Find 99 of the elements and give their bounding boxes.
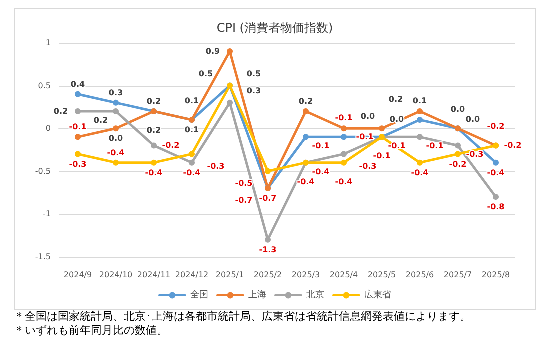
text: ＊いずれも前年同月比の数値。 xyxy=(14,324,169,338)
y-tick-label: 0.5 xyxy=(38,81,51,90)
data-label: -0.2 xyxy=(504,141,522,150)
data-label: 0.9 xyxy=(206,47,221,56)
data-label: -0.1 xyxy=(69,122,88,132)
x-tick-label: 2025/5 xyxy=(368,270,396,280)
data-label: -0.4 xyxy=(183,168,202,178)
x-tick-label: 2025/3 xyxy=(292,270,320,280)
x-tick-label: 2025/6 xyxy=(406,270,434,280)
x-tick-label: 2024/12 xyxy=(175,270,209,280)
data-label: 0.2 xyxy=(146,126,162,135)
point xyxy=(227,100,233,106)
x-tick-label: 2025/7 xyxy=(444,270,472,280)
data-label: -0.4 xyxy=(145,168,164,178)
point xyxy=(417,108,423,114)
point xyxy=(151,160,157,166)
y-tick-label: -1 xyxy=(43,210,51,219)
data-label: 0.2 xyxy=(94,116,108,125)
data-label: 0.5 xyxy=(246,69,262,78)
point xyxy=(303,108,309,114)
data-label: -0.2 xyxy=(162,141,180,150)
data-label: -0.3 xyxy=(359,162,377,171)
data-label: -0.1 xyxy=(373,152,392,161)
legend-label: 北京 xyxy=(306,290,324,300)
x-tick-label: 2025/2 xyxy=(254,270,282,280)
point xyxy=(303,134,309,140)
x-tick-label: 2024/11 xyxy=(137,270,171,280)
data-label: 0.0 xyxy=(108,134,124,144)
data-label: 0.3 xyxy=(108,88,124,98)
data-label: -0.4 xyxy=(487,168,506,178)
point xyxy=(417,134,423,140)
x-tick-label: 2025/4 xyxy=(330,270,358,280)
data-label: -0.3 xyxy=(466,150,484,159)
data-label: 0.1 xyxy=(184,96,200,106)
data-label: -0.1 xyxy=(335,114,354,123)
point xyxy=(341,151,347,158)
point xyxy=(113,108,119,114)
point xyxy=(417,160,423,166)
legend-label: 上海 xyxy=(248,290,266,300)
y-tick-label: 1 xyxy=(46,38,51,48)
data-label: 0.2 xyxy=(298,96,314,106)
point xyxy=(75,91,81,98)
point xyxy=(113,160,119,166)
data-label: 0.5 xyxy=(198,69,214,78)
data-label: -0.1 xyxy=(312,142,330,151)
x-tick-label: 2025/1 xyxy=(216,270,244,280)
data-label: -0.5 xyxy=(235,178,254,188)
point xyxy=(75,134,81,140)
point xyxy=(75,151,81,158)
data-label: 0.4 xyxy=(70,80,86,89)
point xyxy=(151,142,157,149)
point xyxy=(75,108,81,114)
data-label: 0.2 xyxy=(146,96,162,106)
point xyxy=(493,160,499,166)
x-tick-label: 2024/10 xyxy=(99,270,133,280)
data-label: -0.7 xyxy=(259,194,277,204)
chart-title: CPI (消費者物価指数) xyxy=(216,21,334,35)
data-label: -0.1 xyxy=(426,142,444,151)
legend-label: 全国 xyxy=(190,290,208,300)
data-label: -0.2 xyxy=(487,122,505,132)
data-label: -0.3 xyxy=(69,160,87,169)
text: ＊全国は国家統計局、北京･上海は各都市統計局、広東省は省統計信息網発表値によります。 xyxy=(14,310,472,324)
point xyxy=(493,194,499,200)
data-label: -0.4 xyxy=(335,177,354,186)
point xyxy=(455,142,461,149)
point xyxy=(189,160,195,166)
x-tick-label: 2025/8 xyxy=(482,270,510,280)
data-label: 0.0 xyxy=(466,115,481,124)
x-tick-label: 2024/9 xyxy=(64,270,92,280)
data-label: -0.2 xyxy=(449,160,467,170)
point xyxy=(113,126,119,132)
point xyxy=(417,117,423,124)
data-label: 0.1 xyxy=(184,126,200,135)
point xyxy=(341,134,347,140)
y-tick-label: 0 xyxy=(46,124,51,134)
data-label: 0.0 xyxy=(360,112,376,122)
data-label: -0.4 xyxy=(297,177,316,186)
point xyxy=(113,100,119,106)
data-label: -0.3 xyxy=(207,162,225,171)
data-label: -0.7 xyxy=(235,196,253,206)
data-label: 0.2 xyxy=(388,94,404,104)
point xyxy=(341,126,347,132)
point xyxy=(189,151,195,158)
data-label: 0.2 xyxy=(54,106,68,116)
y-tick-label: -0.5 xyxy=(35,166,51,176)
data-label: -0.8 xyxy=(487,202,506,212)
legend-label: 広東省 xyxy=(364,290,392,300)
data-label: -1.3 xyxy=(259,245,277,254)
data-label: 0.1 xyxy=(412,96,428,106)
data-label: -0.4 xyxy=(107,148,126,158)
data-label: 0.0 xyxy=(450,105,466,114)
data-label: -0.4 xyxy=(312,167,330,176)
data-label: 0.3 xyxy=(246,86,262,96)
point xyxy=(341,160,347,166)
point xyxy=(455,151,461,158)
point xyxy=(379,126,385,132)
point xyxy=(265,168,271,174)
data-label: -0.4 xyxy=(411,168,430,178)
y-tick-label: -1.5 xyxy=(35,252,51,262)
